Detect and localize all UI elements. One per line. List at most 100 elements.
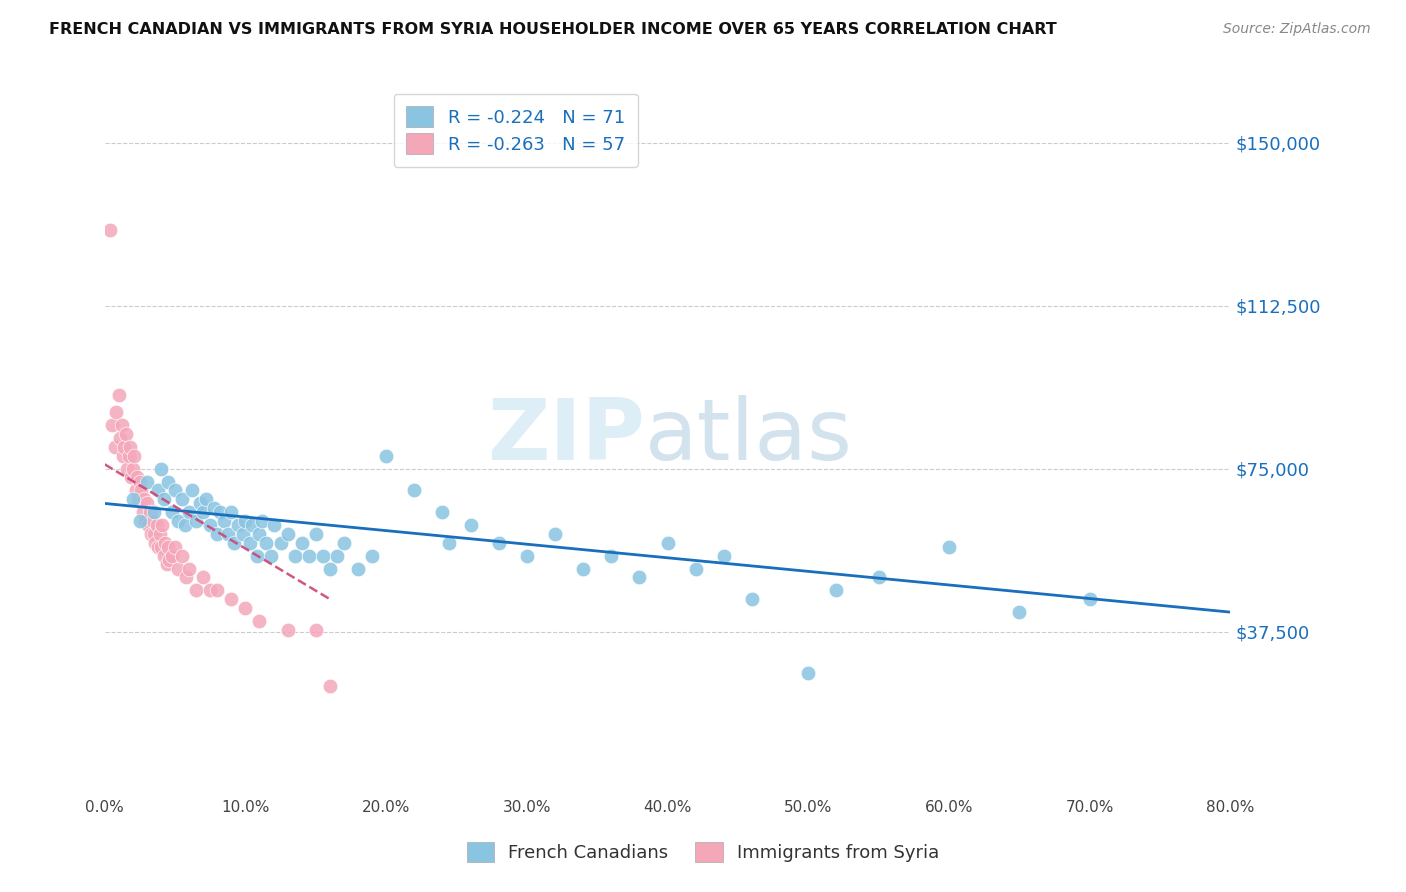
Point [135,496,157,510]
Point [134,514,156,528]
Point [141,514,163,528]
Point [132,492,155,507]
Point [193,505,215,519]
Point [115,461,138,475]
Point [938,540,960,554]
Point [177,505,200,519]
Point [160,505,183,519]
Legend: French Canadians, Immigrants from Syria: French Canadians, Immigrants from Syria [460,834,946,870]
Point [103,440,125,454]
Point [142,527,165,541]
Point [260,549,283,563]
Point [432,505,454,519]
Point [868,570,890,584]
Point [156,540,179,554]
Point [347,562,370,576]
Point [270,535,292,549]
Point [1008,605,1031,619]
Point [110,418,132,433]
Point [118,440,141,454]
Point [142,505,165,519]
Point [657,535,679,549]
Point [207,583,229,598]
Point [685,562,707,576]
Point [488,535,510,549]
Point [195,492,218,507]
Point [120,470,142,484]
Point [825,583,848,598]
Point [1078,592,1101,607]
Point [326,549,349,563]
Point [157,553,180,567]
Point [218,527,240,541]
Point [713,549,735,563]
Point [139,527,162,541]
Point [277,527,299,541]
Point [146,483,169,498]
Point [200,518,222,533]
Point [174,570,197,584]
Point [741,592,763,607]
Point [121,461,143,475]
Point [177,562,200,576]
Point [121,492,143,507]
Point [600,549,623,563]
Point [114,426,136,441]
Point [163,540,186,554]
Point [460,518,482,533]
Point [190,496,212,510]
Point [221,592,243,607]
Text: FRENCH CANADIAN VS IMMIGRANTS FROM SYRIA HOUSEHOLDER INCOME OVER 65 YEARS CORREL: FRENCH CANADIAN VS IMMIGRANTS FROM SYRIA… [49,22,1057,37]
Point [319,562,342,576]
Point [149,461,172,475]
Point [249,614,271,628]
Point [242,518,264,533]
Point [104,405,127,419]
Point [100,418,122,433]
Point [249,527,271,541]
Point [232,527,254,541]
Point [127,492,149,507]
Point [170,549,193,563]
Point [263,518,285,533]
Point [107,388,129,402]
Point [207,527,229,541]
Point [111,449,134,463]
Point [235,514,257,528]
Point [129,483,152,498]
Point [305,527,328,541]
Point [333,535,356,549]
Point [439,535,461,549]
Point [145,518,167,533]
Point [166,562,188,576]
Point [117,449,139,463]
Point [153,535,176,549]
Point [246,549,269,563]
Point [221,505,243,519]
Point [256,535,278,549]
Point [239,535,262,549]
Point [122,449,145,463]
Point [228,518,250,533]
Point [305,623,328,637]
Point [200,583,222,598]
Point [375,449,398,463]
Text: atlas: atlas [645,394,853,477]
Point [170,492,193,507]
Point [138,505,160,519]
Point [128,514,150,528]
Point [150,518,173,533]
Point [572,562,595,576]
Point [125,470,148,484]
Point [312,549,335,563]
Point [204,500,226,515]
Point [628,570,651,584]
Text: ZIP: ZIP [488,394,645,477]
Point [112,440,135,454]
Point [319,679,342,693]
Point [291,535,314,549]
Point [148,527,170,541]
Point [98,222,121,236]
Point [135,475,157,489]
Point [131,505,153,519]
